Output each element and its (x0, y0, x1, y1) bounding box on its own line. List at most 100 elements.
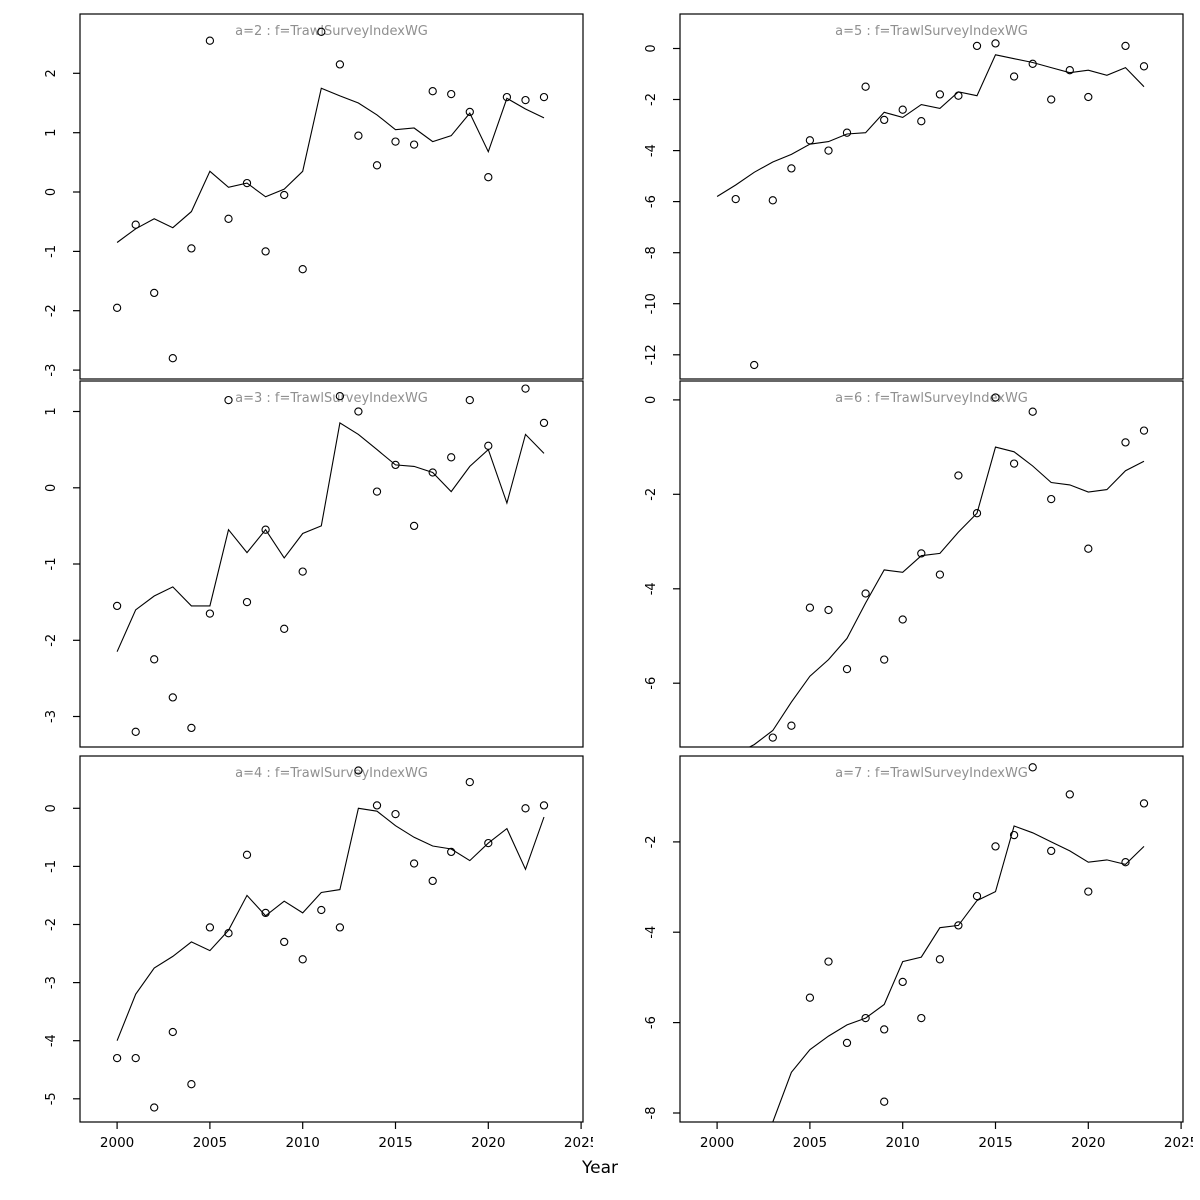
observed-point (750, 360, 759, 370)
observed-point (168, 693, 177, 702)
observed-point (1084, 92, 1093, 102)
observed-point (372, 161, 382, 170)
y-tick-label: -2 (44, 634, 59, 647)
panel-frame (679, 13, 1184, 380)
observed-point (502, 92, 512, 102)
observed-point (465, 395, 474, 405)
panel-title: a=7 : f=TrawlSurveyIndexWG (835, 766, 1028, 781)
y-tick-label: 0 (644, 396, 659, 404)
observed-point (1084, 887, 1093, 896)
y-tick-label: 2 (44, 69, 59, 77)
observed-point (317, 905, 326, 915)
observed-point (335, 60, 345, 69)
observed-point (484, 441, 493, 450)
panel-title: a=6 : f=TrawlSurveyIndexWG (835, 391, 1028, 406)
observed-point (824, 146, 833, 155)
x-tick-label: 2005 (793, 1135, 827, 1151)
observed-point (150, 655, 159, 664)
panel-frame (79, 13, 584, 380)
observed-point (131, 1053, 140, 1063)
observed-point (880, 655, 889, 664)
observed-point (787, 721, 796, 730)
y-tick-label: -8 (644, 246, 659, 259)
observed-point (1047, 494, 1056, 504)
observed-point (1047, 846, 1056, 856)
panel-frame (79, 755, 584, 1123)
observed-point (880, 1025, 889, 1034)
observed-point (317, 27, 326, 36)
chart-panel-a6: a=6 : f=TrawlSurveyIndexWG 0 -2 -4 -6 (644, 380, 1184, 748)
y-tick-label: 0 (44, 484, 59, 492)
observed-point (861, 82, 870, 91)
observed-point (242, 597, 252, 607)
observed-point (242, 178, 252, 188)
fitted-line (772, 825, 1145, 1122)
observed-point (205, 36, 215, 45)
observed-point (824, 605, 833, 615)
observed-point (1121, 41, 1130, 51)
x-axis-title: Year (582, 1158, 618, 1178)
observed-point (842, 128, 852, 137)
observed-point (280, 937, 289, 947)
observed-point (972, 891, 982, 901)
x-tick-label: 2025 (1164, 1135, 1193, 1151)
observed-point (861, 1013, 870, 1023)
observed-point (465, 777, 474, 787)
observed-point (409, 521, 419, 531)
observed-point (521, 804, 530, 813)
y-tick-label: -4 (44, 1034, 59, 1047)
observed-point (954, 471, 963, 480)
observed-point (1139, 799, 1149, 808)
y-tick-label: -2 (644, 93, 659, 106)
observed-point (187, 723, 196, 733)
observed-point (354, 766, 363, 775)
observed-point (409, 859, 419, 868)
observed-point (1047, 95, 1056, 104)
x-tick-label: 2010 (886, 1135, 920, 1151)
observed-point (880, 1097, 889, 1106)
observed-point (428, 876, 437, 886)
observed-point (880, 115, 889, 125)
observed-point (391, 809, 400, 819)
x-tick-label: 2005 (193, 1135, 227, 1151)
x-tick-label: 2010 (286, 1135, 320, 1151)
fitted-line (116, 87, 545, 243)
observed-point (861, 589, 870, 598)
observed-point (131, 727, 140, 736)
panel-title: a=2 : f=TrawlSurveyIndexWG (235, 24, 428, 39)
chart-panel-a4: a=4 : f=TrawlSurveyIndexWG 0 -1 -2 -3 -4 -5 200… (44, 755, 593, 1151)
observed-point (898, 105, 907, 114)
x-tick-label: 2000 (100, 1135, 134, 1151)
panel-frame (679, 380, 1184, 748)
observed-point (298, 567, 307, 576)
chart-panel-a7: a=7 : f=TrawlSurveyIndexWG -2 -4 -6 -8 2000 20… (644, 755, 1193, 1151)
observed-point (898, 977, 907, 987)
observed-point (112, 601, 122, 611)
y-tick-label: -6 (644, 195, 659, 208)
fitted-line (116, 422, 545, 652)
observed-point (205, 609, 215, 618)
x-tick-label: 2020 (1071, 1135, 1105, 1151)
x-tick-label: 2000 (700, 1135, 734, 1151)
observed-point (539, 801, 549, 810)
observed-point (1084, 544, 1093, 553)
observed-point (935, 955, 945, 964)
observed-point (842, 1038, 852, 1048)
observed-point (187, 1080, 196, 1089)
observed-point (1065, 66, 1074, 75)
observed-point (112, 303, 122, 312)
observed-point (354, 131, 363, 140)
observed-point (917, 549, 926, 558)
observed-point (991, 39, 1000, 48)
x-tick-label: 2025 (564, 1135, 593, 1151)
y-tick-label: -12 (644, 344, 659, 365)
observed-point (112, 1053, 122, 1063)
observed-point (335, 923, 345, 932)
observed-point (805, 603, 815, 612)
x-tick-label: 2015 (378, 1135, 412, 1151)
observed-point (224, 214, 233, 223)
y-tick-label: -4 (644, 926, 659, 939)
observed-point (1009, 459, 1019, 468)
observed-point (1121, 438, 1130, 447)
